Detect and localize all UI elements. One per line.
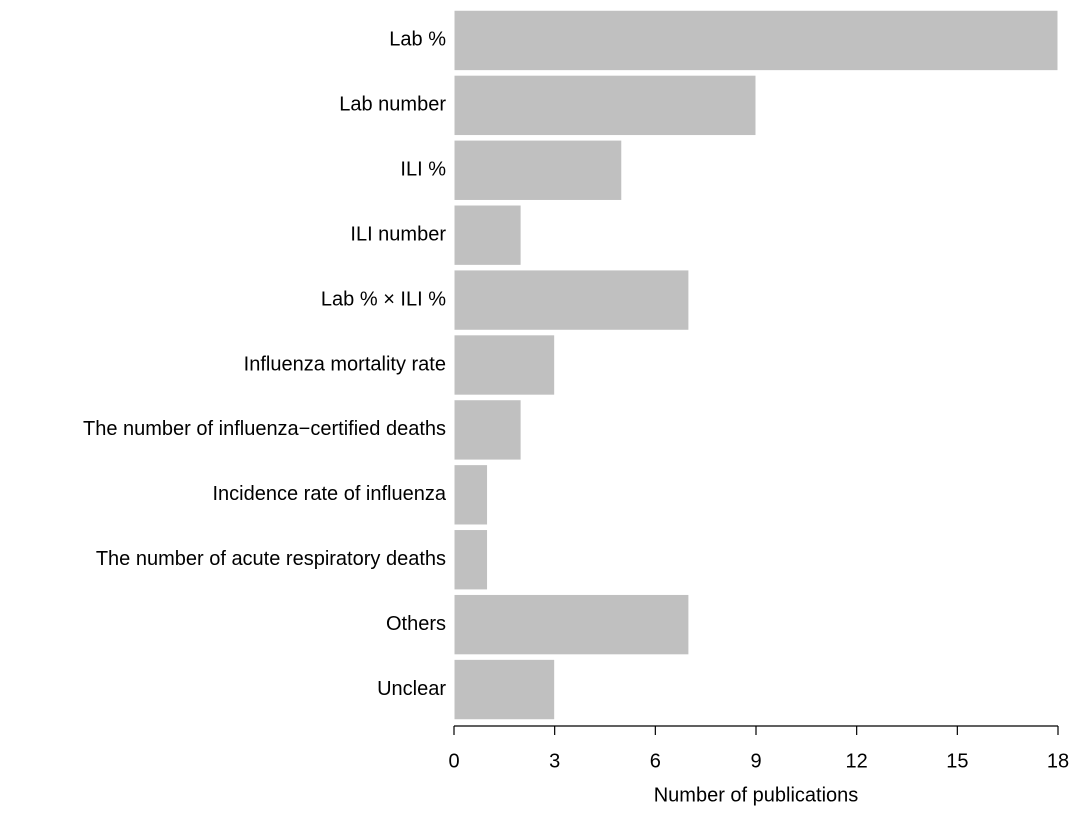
bar [453, 9, 1059, 72]
y-tick-label: Incidence rate of influenza [213, 483, 447, 505]
bar [453, 74, 757, 137]
y-tick-label: Lab % × ILI % [321, 288, 446, 310]
y-tick-label: ILI % [400, 159, 446, 181]
x-tick-label: 6 [650, 750, 661, 772]
bar [453, 269, 690, 331]
x-tick-label: 15 [946, 750, 968, 772]
bar [453, 658, 556, 721]
y-tick-label: Influenza mortality rate [244, 353, 446, 375]
x-tick-label: 18 [1047, 750, 1069, 772]
bar [453, 593, 690, 656]
y-tick-label: Lab % [389, 29, 446, 51]
y-tick-label: Unclear [377, 678, 446, 700]
bar [453, 529, 489, 591]
x-tick-label: 3 [549, 750, 560, 772]
y-tick-label: Lab number [339, 94, 446, 116]
x-tick-label: 0 [448, 750, 459, 772]
bar [453, 399, 522, 461]
y-tick-label: ILI number [350, 223, 446, 245]
x-tick-label: 12 [846, 750, 868, 772]
bar [453, 334, 556, 396]
y-tick-label: The number of acute respiratory deaths [96, 548, 446, 570]
x-axis-label: Number of publications [654, 784, 859, 806]
bar [453, 464, 489, 526]
y-tick-label: Others [386, 613, 446, 635]
x-tick-label: 9 [750, 750, 761, 772]
bar [453, 204, 522, 266]
bar [453, 139, 623, 201]
y-tick-label: The number of influenza−certified deaths [83, 418, 446, 440]
